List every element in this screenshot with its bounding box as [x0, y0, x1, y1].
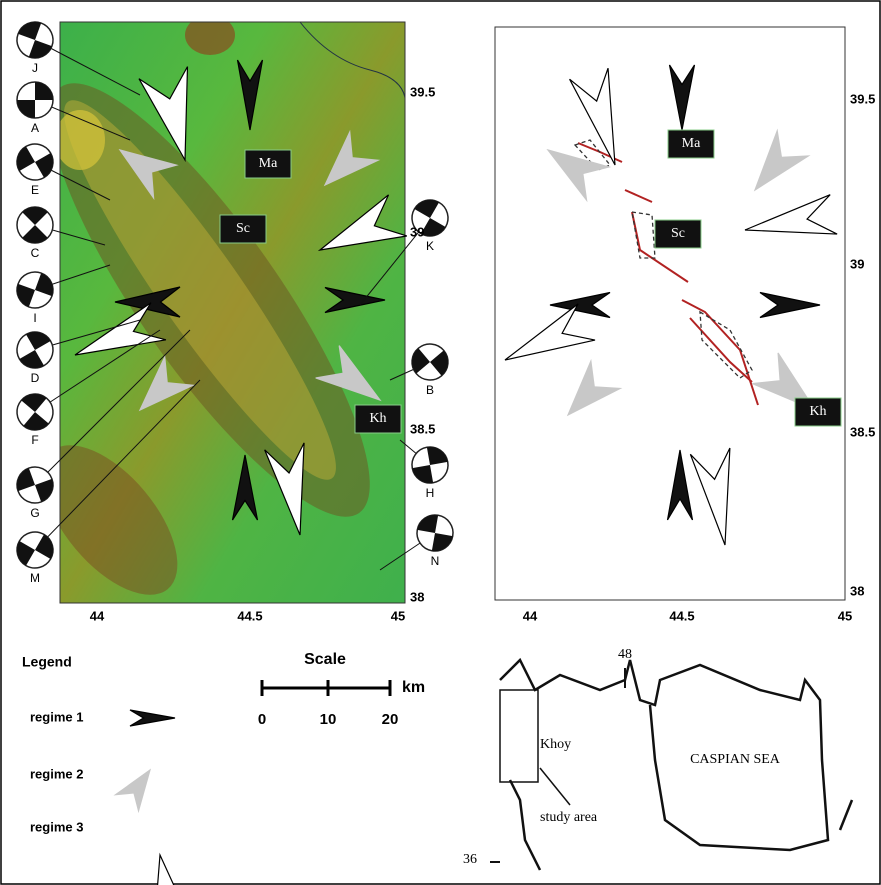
inset-town: Khoy: [540, 737, 571, 752]
place-label: Ma: [682, 136, 701, 151]
regime-2-arrow: [116, 770, 150, 811]
place-label: Ma: [259, 156, 278, 171]
place-label: Kh: [369, 411, 386, 426]
lat-tick-label: 39: [850, 256, 864, 271]
focal-mechanism: [12, 17, 58, 63]
mechanism-label: A: [31, 121, 39, 135]
mechanism-label: K: [426, 239, 434, 253]
lon-tick-label: 44.5: [237, 608, 262, 623]
inset-area: study area: [540, 810, 598, 825]
legend-item: regime 2: [30, 766, 83, 781]
scale-unit: km: [402, 679, 425, 696]
lat-tick-label: 39: [410, 224, 424, 239]
lon-tick-label: 44: [523, 608, 538, 623]
focal-mechanism: [12, 267, 58, 313]
focal-mechanism: [10, 200, 61, 251]
mechanism-label: B: [426, 383, 434, 397]
focal-mechanism: [10, 387, 61, 438]
mechanism-label: G: [30, 506, 39, 520]
lat-tick-label: 38: [410, 589, 424, 604]
focal-mechanism: [10, 137, 59, 186]
scale-label: 10: [320, 711, 337, 728]
focal-mechanism: [10, 325, 59, 374]
regime-1-arrow: [130, 710, 175, 726]
place-label: Sc: [671, 226, 685, 241]
lat-tick-label: 38.5: [410, 421, 435, 436]
legend-item: regime 3: [30, 819, 83, 834]
inset-lon: 48: [618, 647, 632, 662]
legend-title: Legend: [22, 654, 72, 670]
mechanism-label: C: [31, 246, 40, 260]
place-label: Sc: [236, 221, 250, 236]
focal-mechanism: [409, 444, 451, 486]
inset-sea: CASPIAN SEA: [690, 752, 781, 767]
mechanism-label: H: [426, 486, 435, 500]
mechanism-label: F: [31, 433, 38, 447]
legend-item: regime 1: [30, 709, 83, 724]
lon-tick-label: 45: [391, 608, 405, 623]
mechanism-label: E: [31, 183, 39, 197]
scale-label: 0: [258, 711, 266, 728]
place-label: Kh: [809, 404, 826, 419]
inset-map: [490, 660, 852, 870]
scale-label: 20: [382, 711, 399, 728]
lon-tick-label: 45: [838, 608, 852, 623]
lon-tick-label: 44: [90, 608, 105, 623]
lat-tick-label: 38: [850, 583, 864, 598]
relief-map: [4, 15, 417, 618]
figure: Legend regime 1 regime 2 regime 3 Scale …: [0, 0, 881, 885]
inset-lat: 36: [463, 852, 477, 867]
lat-tick-label: 39.5: [850, 91, 875, 106]
mechanism-label: J: [32, 61, 38, 75]
mechanism-label: I: [33, 311, 36, 325]
mechanism-label: N: [431, 554, 440, 568]
lon-tick-label: 44.5: [669, 608, 694, 623]
mechanism-label: D: [31, 371, 40, 385]
lat-tick-label: 39.5: [410, 84, 435, 99]
mechanism-label: M: [30, 571, 40, 585]
lat-tick-label: 38.5: [850, 424, 875, 439]
scale-title: Scale: [304, 651, 346, 668]
focal-mechanism: [414, 512, 456, 554]
focal-mechanism: [405, 337, 456, 388]
regime-3-arrow: [156, 855, 182, 885]
focal-mechanism: [17, 82, 53, 118]
